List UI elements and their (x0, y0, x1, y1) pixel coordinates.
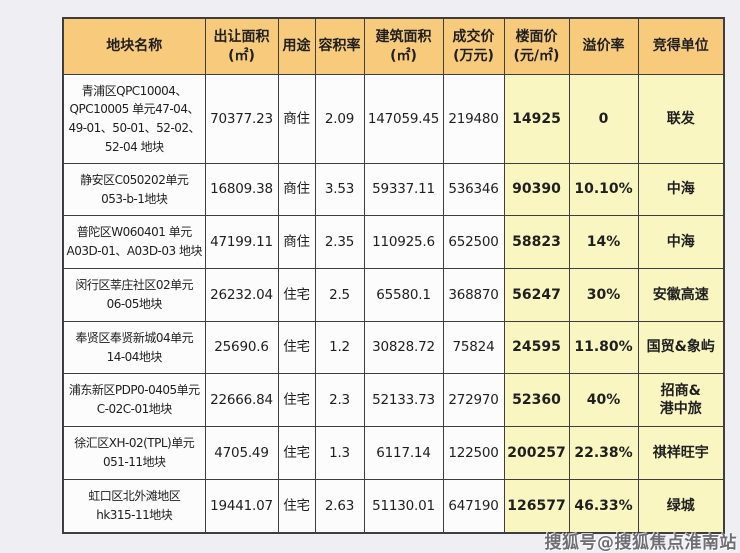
cell-winner: 招商& 港中旅 (637, 373, 725, 427)
cell-winner: 中海 (637, 163, 725, 216)
cell-winner: 绿城 (637, 479, 725, 533)
table-row: 徐汇区XH-02(TPL)单元 051-11地块 4705.49 住宅 1.3 6117… (62, 426, 725, 480)
cell-plot_ratio: 2.63 (314, 479, 365, 533)
cell-building_area: 110925.6 (363, 215, 444, 269)
cell-transfer_area: 70377.23 (204, 74, 279, 164)
table-body: 青浦区QPC10004、 QPC10005 单元47-04、 49-01、50-… (62, 74, 725, 533)
cell-plot_ratio: 2.09 (314, 74, 365, 164)
cell-deal_price: 122500 (442, 426, 505, 480)
cell-premium_rate: 11.80% (568, 321, 639, 374)
cell-transfer_area: 19441.07 (204, 479, 279, 533)
cell-premium_rate: 40% (568, 373, 639, 427)
cell-floor_price: 200257 (503, 426, 570, 480)
column-header-deal_price: 成交价 (万元) (442, 17, 505, 75)
table-row: 浦东新区PDP0-0405单元 C-02C-01地块 22666.84 住宅 2.3 5… (62, 373, 725, 427)
cell-use: 住宅 (277, 321, 316, 374)
cell-floor_price: 126577 (503, 479, 570, 533)
cell-use: 住宅 (277, 268, 316, 322)
cell-building_area: 52133.73 (363, 373, 444, 427)
table-row: 奉贤区奉贤新城04单元 14-04地块 25690.6 住宅 1.2 30828.72 7… (62, 321, 725, 374)
cell-name: 闵行区莘庄社区02单元 06-05地块 (62, 268, 206, 322)
cell-plot_ratio: 2.35 (314, 215, 365, 269)
cell-premium_rate: 14% (568, 215, 639, 269)
watermark-text: 搜狐号@搜狐焦点淮南站 (544, 533, 737, 553)
cell-floor_price: 90390 (503, 163, 570, 216)
cell-premium_rate: 46.33% (568, 479, 639, 533)
header-row: 地块名称 出让面积 (㎡) 用途 容积率 建筑面积 (㎡) 成交价 (万元) 楼面价 (元/… (62, 17, 725, 75)
column-header-plot_ratio: 容积率 (314, 17, 365, 75)
land-deals-table: 地块名称 出让面积 (㎡) 用途 容积率 建筑面积 (㎡) 成交价 (万元) 楼面价 (元/… (62, 17, 725, 534)
cell-use: 住宅 (277, 426, 316, 480)
cell-building_area: 51130.01 (363, 479, 444, 533)
cell-premium_rate: 22.38% (568, 426, 639, 480)
cell-name: 虹口区北外滩地区 hk315-11地块 (62, 479, 206, 533)
cell-name: 徐汇区XH-02(TPL)单元 051-11地块 (62, 426, 206, 480)
cell-use: 住宅 (277, 479, 316, 533)
cell-deal_price: 652500 (442, 215, 505, 269)
cell-transfer_area: 47199.11 (204, 215, 279, 269)
column-header-winner: 竞得单位 (637, 17, 725, 75)
table-row: 虹口区北外滩地区 hk315-11地块 19441.07 住宅 2.63 51130.0… (62, 479, 725, 533)
cell-floor_price: 52360 (503, 373, 570, 427)
cell-transfer_area: 26232.04 (204, 268, 279, 322)
cell-transfer_area: 4705.49 (204, 426, 279, 480)
cell-building_area: 59337.11 (363, 163, 444, 216)
cell-building_area: 147059.45 (363, 74, 444, 164)
cell-name: 静安区C050202单元 053-b-1地块 (62, 163, 206, 216)
cell-plot_ratio: 1.3 (314, 426, 365, 480)
cell-name: 普陀区W060401 单元 A03D-01、A03D-03 地块 (62, 215, 206, 269)
cell-use: 商住 (277, 163, 316, 216)
cell-transfer_area: 25690.6 (204, 321, 279, 374)
cell-floor_price: 56247 (503, 268, 570, 322)
cell-name: 奉贤区奉贤新城04单元 14-04地块 (62, 321, 206, 374)
cell-floor_price: 58823 (503, 215, 570, 269)
cell-winner: 安徽高速 (637, 268, 725, 322)
cell-premium_rate: 30% (568, 268, 639, 322)
cell-premium_rate: 10.10% (568, 163, 639, 216)
cell-winner: 祺祥旺宇 (637, 426, 725, 480)
cell-winner: 国贸&象屿 (637, 321, 725, 374)
cell-winner: 中海 (637, 215, 725, 269)
cell-floor_price: 24595 (503, 321, 570, 374)
column-header-building_area: 建筑面积 (㎡) (363, 17, 444, 75)
cell-use: 商住 (277, 215, 316, 269)
cell-use: 住宅 (277, 373, 316, 427)
column-header-floor_price: 楼面价 (元/㎡) (503, 17, 570, 75)
cell-building_area: 30828.72 (363, 321, 444, 374)
cell-building_area: 65580.1 (363, 268, 444, 322)
cell-building_area: 6117.14 (363, 426, 444, 480)
cell-deal_price: 368870 (442, 268, 505, 322)
cell-deal_price: 536346 (442, 163, 505, 216)
cell-use: 商住 (277, 74, 316, 164)
cell-deal_price: 647190 (442, 479, 505, 533)
cell-winner: 联发 (637, 74, 725, 164)
table-row: 闵行区莘庄社区02单元 06-05地块 26232.04 住宅 2.5 65580.1 3… (62, 268, 725, 322)
cell-name: 青浦区QPC10004、 QPC10005 单元47-04、 49-01、50-… (62, 74, 206, 164)
cell-deal_price: 272970 (442, 373, 505, 427)
table-row: 普陀区W060401 单元 A03D-01、A03D-03 地块 47199.11… (62, 215, 725, 269)
cell-plot_ratio: 2.3 (314, 373, 365, 427)
column-header-name: 地块名称 (62, 17, 206, 75)
cell-deal_price: 75824 (442, 321, 505, 374)
cell-premium_rate: 0 (568, 74, 639, 164)
cell-deal_price: 219480 (442, 74, 505, 164)
column-header-premium_rate: 溢价率 (568, 17, 639, 75)
table-row: 青浦区QPC10004、 QPC10005 单元47-04、 49-01、50-… (62, 74, 725, 164)
column-header-transfer_area: 出让面积 (㎡) (204, 17, 279, 75)
cell-plot_ratio: 2.5 (314, 268, 365, 322)
column-header-use: 用途 (277, 17, 316, 75)
cell-plot_ratio: 3.53 (314, 163, 365, 216)
cell-plot_ratio: 1.2 (314, 321, 365, 374)
cell-transfer_area: 16809.38 (204, 163, 279, 216)
table-row: 静安区C050202单元 053-b-1地块 16809.38 商住 3.53 5933… (62, 163, 725, 216)
cell-transfer_area: 22666.84 (204, 373, 279, 427)
cell-name: 浦东新区PDP0-0405单元 C-02C-01地块 (62, 373, 206, 427)
cell-floor_price: 14925 (503, 74, 570, 164)
